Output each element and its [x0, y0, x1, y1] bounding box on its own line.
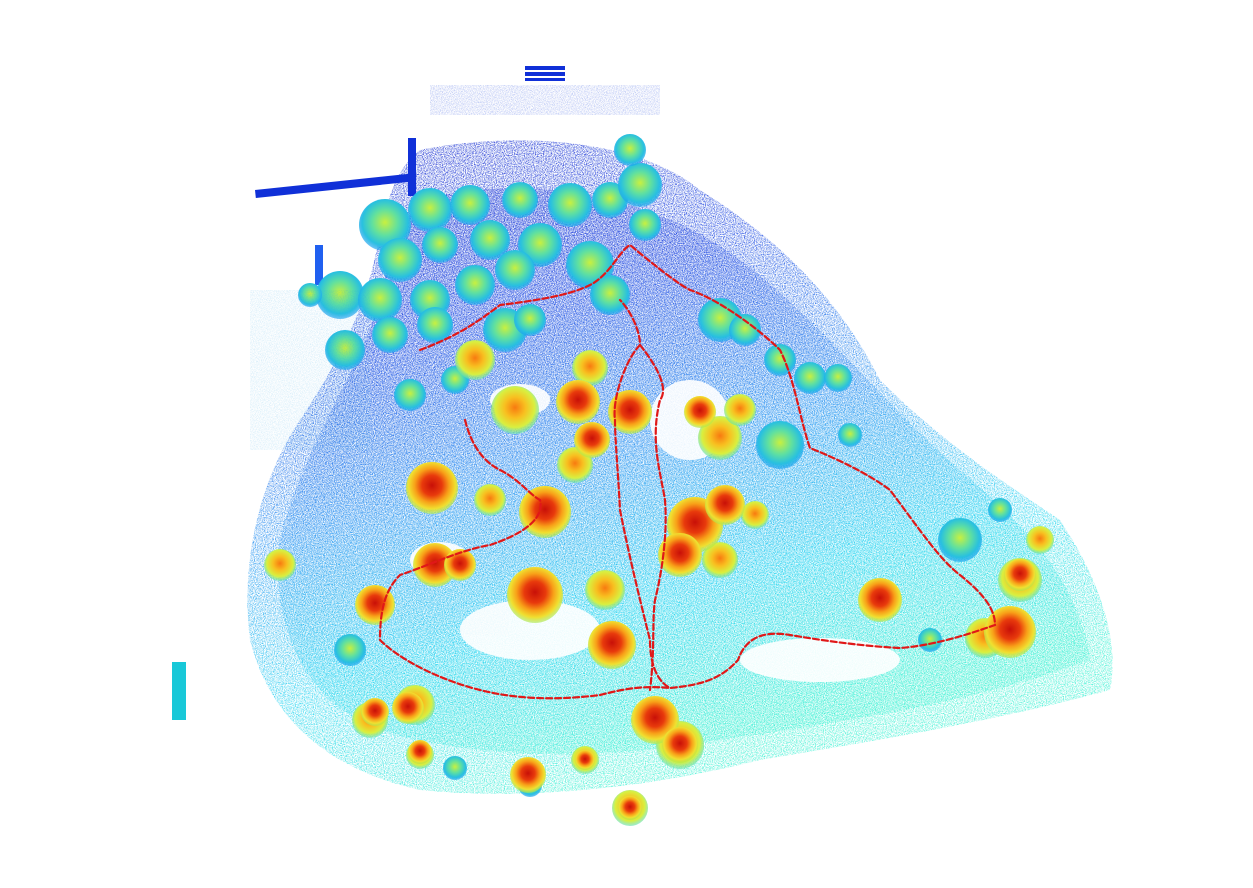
trajectory-path — [378, 243, 997, 700]
tree-canopies-hot — [355, 380, 1036, 820]
scattered-points — [250, 85, 660, 450]
structures — [172, 66, 565, 720]
